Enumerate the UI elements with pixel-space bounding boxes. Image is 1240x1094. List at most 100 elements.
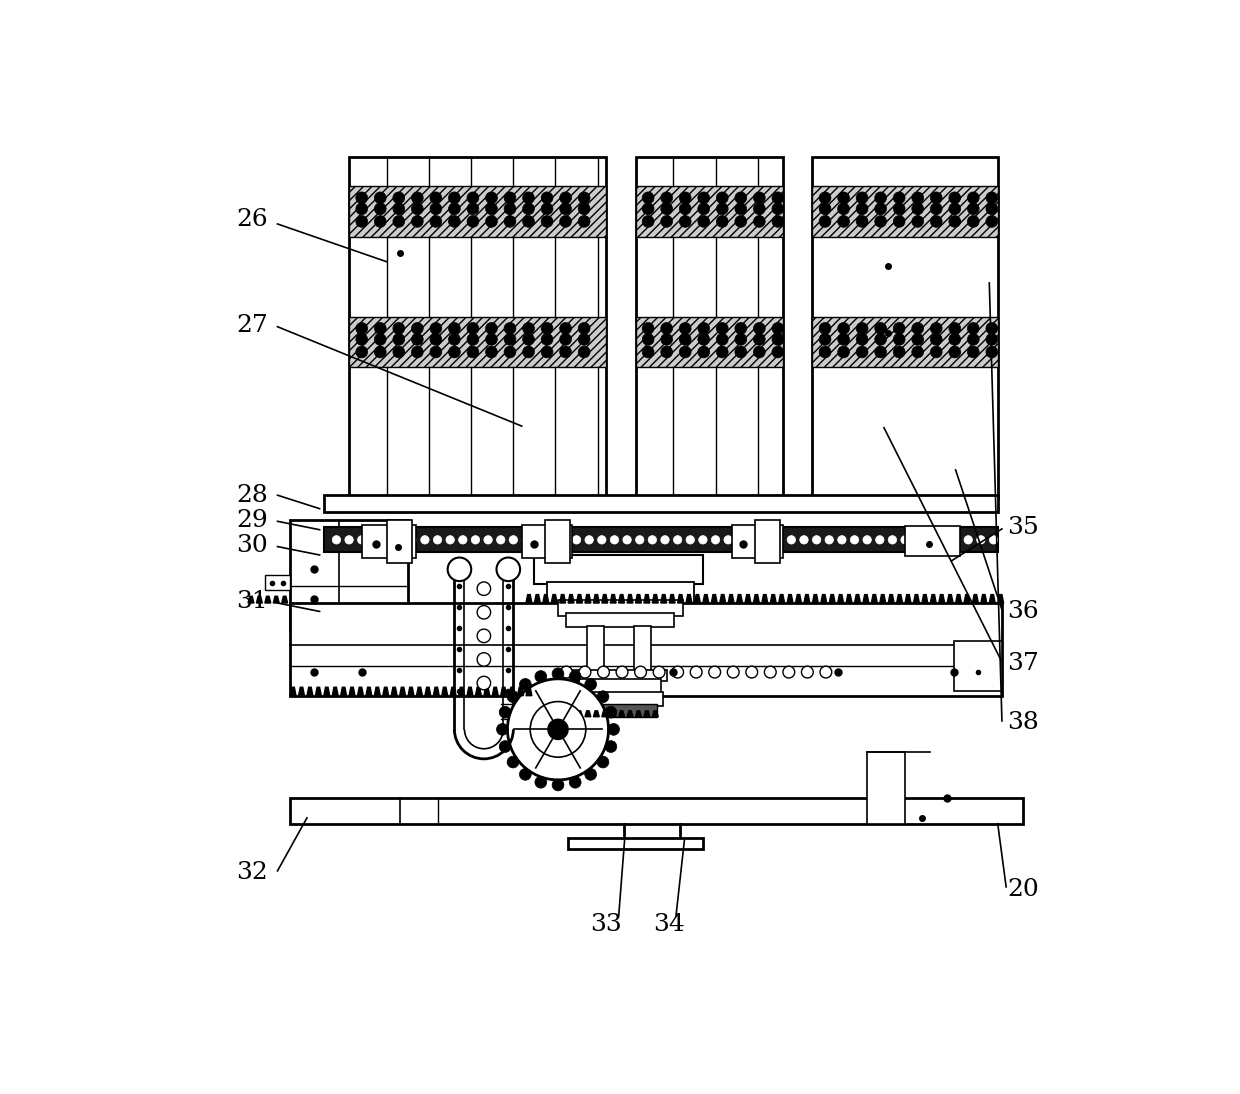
Circle shape	[531, 701, 585, 757]
Circle shape	[737, 536, 745, 544]
Circle shape	[698, 191, 709, 203]
Polygon shape	[399, 687, 405, 696]
Polygon shape	[897, 595, 903, 603]
Circle shape	[856, 334, 868, 346]
Circle shape	[672, 666, 683, 678]
Circle shape	[585, 536, 594, 544]
Circle shape	[949, 323, 961, 335]
Circle shape	[579, 666, 590, 678]
Polygon shape	[804, 595, 810, 603]
Text: 29: 29	[237, 509, 268, 532]
Circle shape	[930, 216, 942, 228]
Circle shape	[505, 216, 516, 228]
Circle shape	[949, 346, 961, 358]
Circle shape	[420, 536, 429, 544]
Circle shape	[661, 191, 672, 203]
Circle shape	[642, 323, 653, 335]
Circle shape	[653, 666, 665, 678]
Circle shape	[986, 346, 998, 358]
Bar	[265, 575, 290, 591]
Circle shape	[408, 536, 417, 544]
Circle shape	[446, 536, 454, 544]
Polygon shape	[947, 595, 954, 603]
Polygon shape	[754, 595, 759, 603]
Polygon shape	[787, 595, 794, 603]
Bar	[324, 527, 998, 552]
Circle shape	[820, 202, 831, 214]
Polygon shape	[467, 687, 472, 696]
Circle shape	[698, 202, 709, 214]
Circle shape	[735, 323, 746, 335]
Polygon shape	[441, 687, 448, 696]
Circle shape	[856, 323, 868, 335]
Circle shape	[986, 323, 998, 335]
Polygon shape	[863, 595, 869, 603]
Bar	[558, 601, 683, 616]
Circle shape	[986, 334, 998, 346]
Circle shape	[598, 536, 606, 544]
Circle shape	[356, 191, 367, 203]
Text: 31: 31	[237, 590, 268, 613]
Polygon shape	[652, 595, 658, 603]
Circle shape	[569, 777, 582, 788]
Polygon shape	[475, 687, 481, 696]
Circle shape	[356, 346, 367, 358]
Circle shape	[838, 323, 849, 335]
Circle shape	[773, 334, 784, 346]
Polygon shape	[433, 687, 439, 696]
Circle shape	[735, 191, 746, 203]
Polygon shape	[888, 595, 894, 603]
Polygon shape	[366, 687, 372, 696]
Bar	[812, 156, 998, 498]
Circle shape	[357, 536, 366, 544]
Bar	[634, 626, 651, 672]
Circle shape	[709, 666, 720, 678]
Circle shape	[486, 323, 497, 335]
Bar	[547, 582, 694, 603]
Circle shape	[616, 666, 627, 678]
Circle shape	[412, 191, 423, 203]
Bar	[635, 316, 782, 368]
Circle shape	[698, 323, 709, 335]
Bar	[362, 525, 417, 558]
Circle shape	[522, 334, 534, 346]
Circle shape	[642, 346, 653, 358]
Circle shape	[496, 536, 505, 544]
Polygon shape	[854, 595, 861, 603]
Circle shape	[430, 191, 441, 203]
Polygon shape	[308, 687, 312, 696]
Circle shape	[449, 191, 460, 203]
Circle shape	[914, 536, 921, 544]
Polygon shape	[905, 595, 911, 603]
Polygon shape	[501, 687, 507, 696]
Circle shape	[374, 202, 386, 214]
Bar	[350, 316, 606, 368]
Circle shape	[773, 346, 784, 358]
Circle shape	[356, 334, 367, 346]
Polygon shape	[635, 711, 641, 717]
Bar	[567, 613, 675, 627]
Circle shape	[661, 202, 672, 214]
Polygon shape	[939, 595, 945, 603]
Polygon shape	[652, 711, 658, 717]
Circle shape	[911, 191, 924, 203]
Polygon shape	[577, 595, 583, 603]
Circle shape	[856, 191, 868, 203]
Circle shape	[649, 536, 656, 544]
Circle shape	[507, 756, 518, 768]
Polygon shape	[526, 595, 532, 603]
Circle shape	[939, 536, 947, 544]
Circle shape	[874, 191, 887, 203]
Circle shape	[661, 216, 672, 228]
Circle shape	[605, 741, 616, 753]
Circle shape	[851, 536, 859, 544]
Circle shape	[838, 191, 849, 203]
Circle shape	[356, 323, 367, 335]
Circle shape	[967, 346, 980, 358]
Circle shape	[680, 323, 691, 335]
Polygon shape	[998, 595, 1003, 603]
Circle shape	[578, 323, 590, 335]
Circle shape	[775, 536, 782, 544]
Circle shape	[559, 216, 572, 228]
Circle shape	[605, 707, 616, 718]
